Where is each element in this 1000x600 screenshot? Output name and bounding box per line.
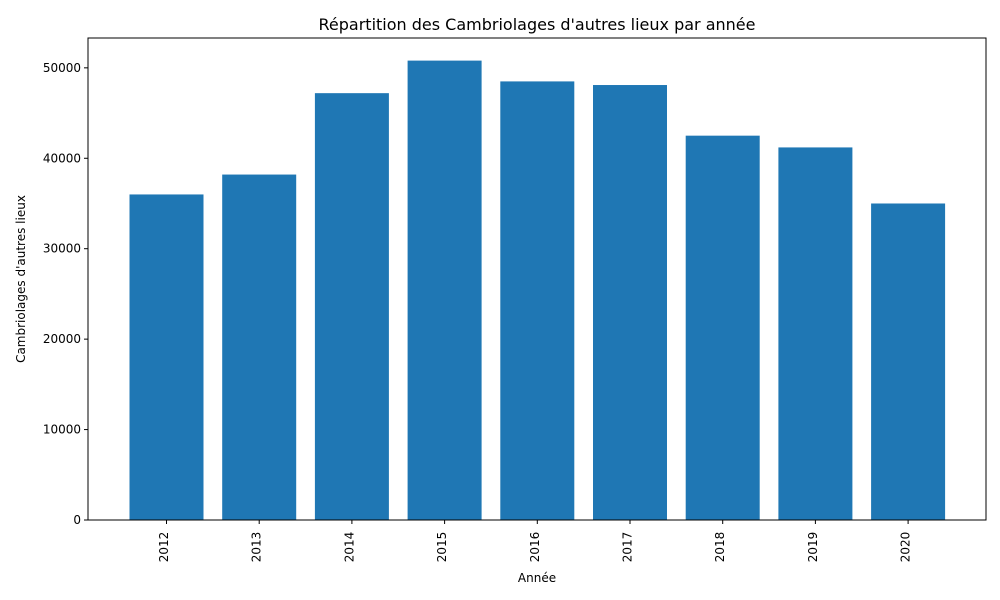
x-tick-label: 2019	[806, 532, 820, 563]
x-tick-label: 2018	[713, 532, 727, 563]
y-tick-label: 0	[73, 513, 81, 527]
bar-2014	[314, 93, 389, 521]
bars-group	[129, 60, 946, 521]
x-tick-label: 2013	[250, 532, 264, 563]
bar-2013	[222, 174, 297, 521]
x-axis-label: Année	[518, 571, 556, 585]
y-tick-label: 50000	[43, 61, 81, 75]
y-axis-label: Cambriolages d'autres lieux	[14, 195, 28, 363]
chart-title: Répartition des Cambriolages d'autres li…	[319, 15, 756, 34]
x-tick-label: 2020	[899, 532, 913, 563]
x-tick-label: 2014	[342, 532, 356, 563]
y-tick-label: 40000	[43, 151, 81, 165]
plot-frame	[87, 37, 987, 521]
x-tick-label: 2017	[621, 532, 635, 563]
x-axis-ticks: 2012 2013 2014 2015 2016 2017 2018 2019 2020	[157, 520, 913, 562]
y-tick-label: 30000	[43, 242, 81, 256]
x-tick-label: 2012	[157, 532, 171, 563]
bar-2019	[778, 147, 853, 521]
x-tick-label: 2016	[528, 532, 542, 563]
x-tick-label: 2015	[435, 532, 449, 563]
bar-2020	[871, 203, 946, 520]
y-axis-ticks: 0 10000 20000 30000 40000 50000	[43, 61, 88, 527]
bar-2018	[685, 135, 760, 520]
y-tick-label: 10000	[43, 423, 81, 437]
bar-2012	[129, 194, 204, 520]
y-tick-label: 20000	[43, 332, 81, 346]
bar-2016	[500, 81, 575, 520]
bar-2017	[593, 85, 667, 521]
bar-2015	[407, 60, 482, 520]
